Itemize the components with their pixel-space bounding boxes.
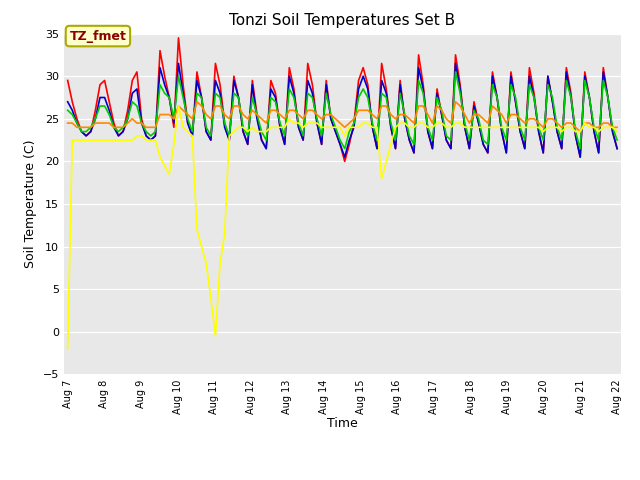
Title: Tonzi Soil Temperatures Set B: Tonzi Soil Temperatures Set B	[229, 13, 456, 28]
X-axis label: Time: Time	[327, 417, 358, 430]
Legend: -2cm, -4cm, -8cm, -16cm, -32cm: -2cm, -4cm, -8cm, -16cm, -32cm	[145, 475, 540, 480]
Text: TZ_fmet: TZ_fmet	[70, 30, 126, 43]
Y-axis label: Soil Temperature (C): Soil Temperature (C)	[24, 140, 37, 268]
